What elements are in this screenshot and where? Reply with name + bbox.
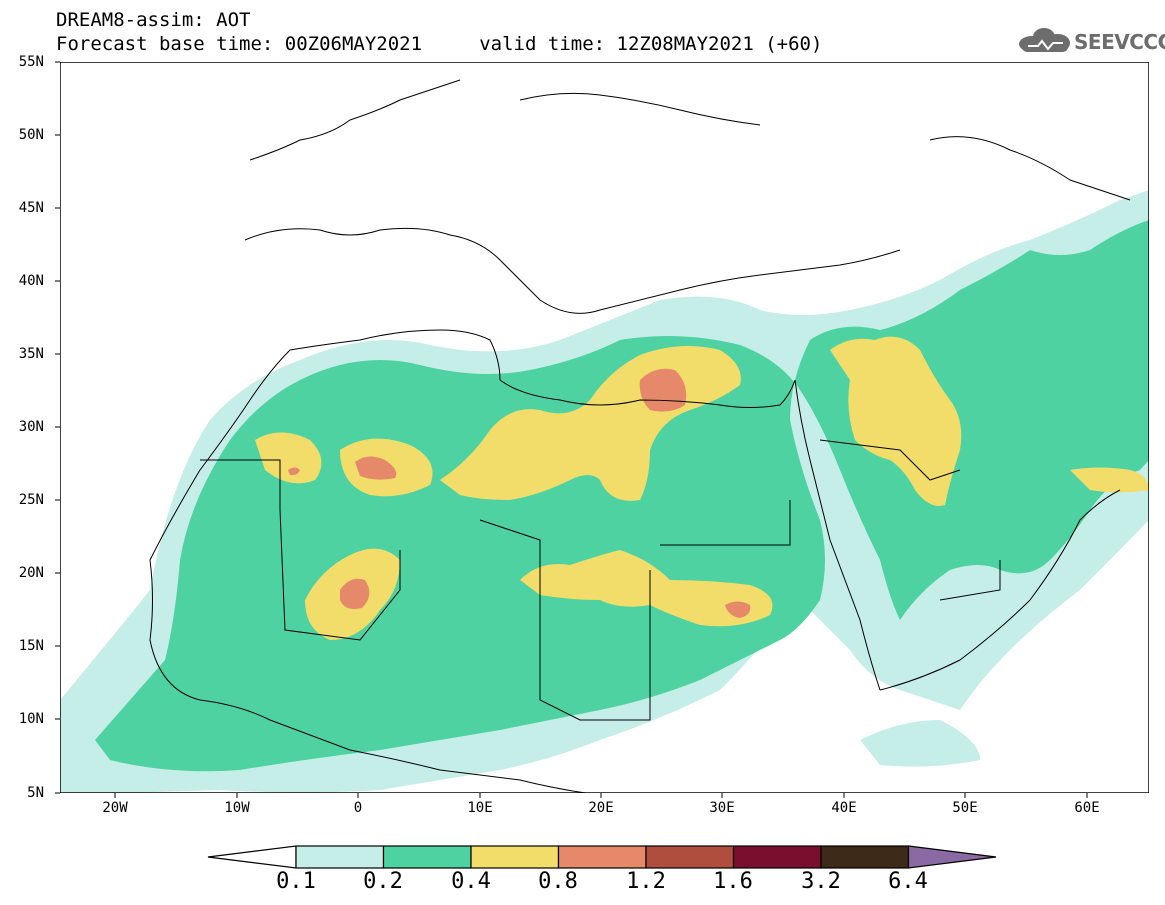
lon-label: 30E	[709, 800, 735, 816]
lat-label: 5N	[27, 785, 44, 801]
lat-label: 10N	[18, 711, 44, 727]
lon-label: 10E	[467, 800, 493, 816]
map-title: DREAM8-assim: AOT	[56, 9, 251, 31]
lat-label: 35N	[18, 346, 44, 362]
colorbar-segment	[207, 845, 297, 869]
axis-ticks	[55, 61, 1088, 798]
colorbar-segment	[907, 845, 997, 869]
lon-label: 10W	[224, 800, 250, 816]
lat-label: 25N	[18, 492, 44, 508]
lat-label: 15N	[18, 638, 44, 654]
colorbar-label: 0.2	[363, 869, 403, 894]
colorbar-segment	[382, 845, 472, 869]
lon-label: 20W	[102, 800, 128, 816]
lon-label: 0	[353, 800, 363, 816]
colorbar-segment	[732, 845, 822, 869]
colorbar-label: 1.6	[713, 869, 753, 894]
lon-label: 20E	[588, 800, 614, 816]
lon-label: 40E	[831, 800, 857, 816]
map-subtitle-times: Forecast base time: 00Z06MAY2021 valid t…	[56, 33, 823, 55]
seevccc-logo	[1019, 28, 1070, 52]
colorbar-segment	[470, 845, 560, 869]
lat-label: 30N	[18, 419, 44, 435]
colorbar-label: 3.2	[801, 869, 841, 894]
colorbar-segment	[645, 845, 735, 869]
colorbar-segment	[820, 845, 910, 869]
logo-text: SEEVCCC	[1074, 30, 1165, 54]
colorbar-label: 0.1	[276, 869, 316, 894]
lon-label: 60E	[1074, 800, 1100, 816]
lat-label: 20N	[18, 565, 44, 581]
lat-label: 50N	[18, 127, 44, 143]
lon-label: 50E	[952, 800, 978, 816]
lat-label: 40N	[18, 273, 44, 289]
lat-label: 55N	[18, 54, 44, 70]
colorbar-label: 1.2	[626, 869, 666, 894]
colorbar-label: 0.8	[538, 869, 578, 894]
colorbar-label: 6.4	[888, 869, 928, 894]
lat-label: 45N	[18, 200, 44, 216]
colorbar-segment	[557, 845, 647, 869]
coastlines-and-borders	[149, 79, 1131, 793]
colorbar-segment	[295, 845, 385, 869]
colorbar-label: 0.4	[451, 869, 491, 894]
